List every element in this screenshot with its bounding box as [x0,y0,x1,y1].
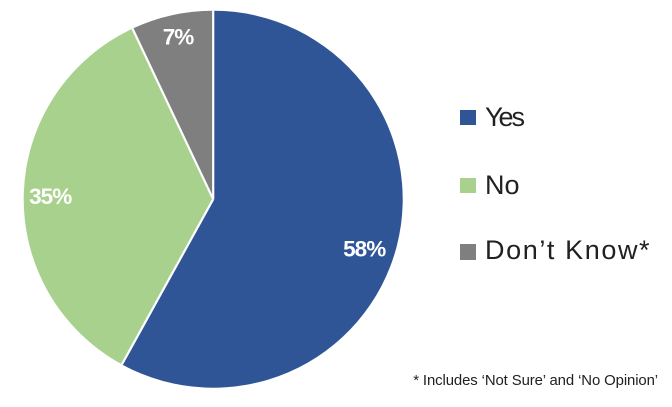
svg-text:58%: 58% [343,237,386,262]
svg-text:35%: 35% [29,184,72,209]
svg-text:7%: 7% [163,25,195,50]
